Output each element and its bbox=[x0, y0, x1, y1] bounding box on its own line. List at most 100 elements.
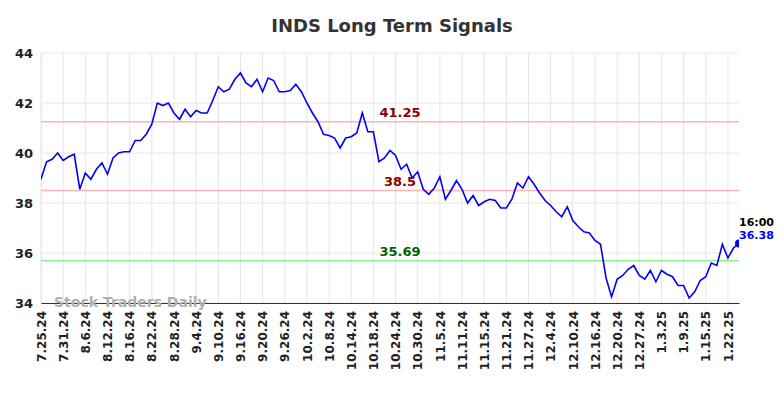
grid-line-x bbox=[705, 53, 706, 303]
x-tick: 7.31.24 bbox=[57, 303, 71, 362]
x-tick: 11.5.24 bbox=[434, 303, 448, 362]
x-tick: 9.26.24 bbox=[278, 303, 292, 362]
y-tick-label: 44 bbox=[15, 46, 33, 61]
y-axis: 34 36 38 40 42 44 bbox=[15, 46, 42, 311]
x-tick: 1.3.25 bbox=[655, 303, 669, 354]
x-tick: 11.11.24 bbox=[456, 303, 470, 370]
price-line bbox=[41, 73, 739, 298]
x-tick-label: 9.20.24 bbox=[256, 311, 270, 362]
reference-label: 35.69 bbox=[379, 244, 420, 259]
x-tick: 7.25.24 bbox=[35, 303, 49, 362]
x-tick-label: 7.31.24 bbox=[57, 311, 71, 362]
x-axis: 7.25.247.31.248.6.248.12.248.16.248.22.2… bbox=[35, 303, 740, 370]
y-tick: 42 bbox=[15, 96, 41, 111]
grid-line-x bbox=[85, 53, 86, 303]
x-tick: 8.6.24 bbox=[79, 303, 93, 354]
grid bbox=[41, 53, 739, 303]
grid-line-x bbox=[373, 53, 374, 303]
grid-line-x bbox=[129, 53, 130, 303]
title: INDS Long Term Signals bbox=[271, 15, 513, 36]
last-value-label: 36.38 bbox=[739, 229, 774, 242]
x-tick: 12.16.24 bbox=[589, 303, 603, 370]
y-tick-label: 34 bbox=[15, 296, 33, 311]
y-tick: 40 bbox=[15, 146, 41, 161]
x-tick: 10.14.24 bbox=[345, 303, 359, 370]
grid-line-x bbox=[107, 53, 108, 303]
x-tick: 10.2.24 bbox=[301, 303, 315, 362]
y-tick-label: 38 bbox=[15, 196, 33, 211]
last-time-label: 16:00 bbox=[739, 216, 774, 229]
x-tick-label: 10.24.24 bbox=[389, 311, 403, 370]
x-tick: 11.15.24 bbox=[478, 303, 492, 370]
x-tick-label: 9.16.24 bbox=[234, 311, 248, 362]
x-tick-label: 11.27.24 bbox=[522, 311, 536, 370]
grid-line-y bbox=[41, 103, 739, 104]
grid-line-x bbox=[462, 53, 463, 303]
x-tick: 9.16.24 bbox=[234, 303, 248, 362]
x-tick-label: 12.16.24 bbox=[589, 311, 603, 370]
x-tick-label: 9.4.24 bbox=[190, 311, 204, 354]
x-tick-label: 10.8.24 bbox=[323, 311, 337, 362]
x-tick: 12.4.24 bbox=[544, 303, 558, 362]
annotations: 41.25 38.5 35.69 16:0036.38 bbox=[379, 105, 774, 259]
x-tick: 12.27.24 bbox=[633, 303, 647, 370]
grid-line-x bbox=[639, 53, 640, 303]
reference-label: 38.5 bbox=[384, 174, 416, 189]
x-tick: 11.27.24 bbox=[522, 303, 536, 370]
x-tick-label: 9.10.24 bbox=[212, 311, 226, 362]
x-tick: 8.28.24 bbox=[168, 303, 182, 362]
grid-line-x bbox=[351, 53, 352, 303]
reference-line bbox=[41, 190, 739, 192]
x-tick-label: 12.27.24 bbox=[633, 311, 647, 370]
grid-line-x bbox=[329, 53, 330, 303]
x-tick-label: 11.21.24 bbox=[500, 311, 514, 370]
x-tick: 8.22.24 bbox=[145, 303, 159, 362]
x-tick: 9.4.24 bbox=[190, 303, 204, 354]
y-tick-label: 36 bbox=[15, 246, 33, 261]
y-tick: 34 bbox=[15, 296, 41, 311]
grid-line-x bbox=[63, 53, 64, 303]
x-tick: 10.18.24 bbox=[367, 303, 381, 370]
x-tick-label: 8.22.24 bbox=[145, 311, 159, 362]
x-tick-label: 10.30.24 bbox=[411, 311, 425, 370]
x-tick: 12.10.24 bbox=[567, 303, 581, 370]
x-tick-label: 12.10.24 bbox=[567, 311, 581, 370]
grid-line-x bbox=[550, 53, 551, 303]
grid-line-x bbox=[196, 53, 197, 303]
x-tick: 1.15.25 bbox=[699, 303, 713, 362]
x-tick: 12.20.24 bbox=[611, 303, 625, 370]
y-tick: 38 bbox=[15, 196, 41, 211]
x-tick-label: 10.2.24 bbox=[301, 311, 315, 362]
chart: INDS Long Term Signals 34 36 38 40 42 44 7.25.2… bbox=[0, 0, 784, 398]
x-tick-label: 10.18.24 bbox=[367, 311, 381, 370]
grid-line-x bbox=[617, 53, 618, 303]
y-tick-label: 40 bbox=[15, 146, 33, 161]
x-tick-label: 8.12.24 bbox=[101, 311, 115, 362]
x-tick-label: 11.5.24 bbox=[434, 311, 448, 362]
x-tick: 9.20.24 bbox=[256, 303, 270, 362]
grid-line-x bbox=[173, 53, 174, 303]
grid-line-x bbox=[417, 53, 418, 303]
x-tick: 1.22.25 bbox=[722, 303, 736, 362]
grid-line-x bbox=[240, 53, 241, 303]
x-tick: 11.21.24 bbox=[500, 303, 514, 370]
x-tick-label: 11.15.24 bbox=[478, 311, 492, 370]
x-tick-label: 9.26.24 bbox=[278, 311, 292, 362]
grid-line-x bbox=[484, 53, 485, 303]
grid-line-x bbox=[661, 53, 662, 303]
grid-line-x bbox=[284, 53, 285, 303]
grid-line-x bbox=[306, 53, 307, 303]
x-tick-label: 8.28.24 bbox=[168, 311, 182, 362]
plot-area bbox=[41, 73, 739, 298]
grid-line-x bbox=[151, 53, 152, 303]
watermark: Stock Traders Daily bbox=[54, 294, 207, 310]
grid-line-x bbox=[572, 53, 573, 303]
x-tick-label: 10.14.24 bbox=[345, 311, 359, 370]
grid-line-x bbox=[506, 53, 507, 303]
reference-label: 41.25 bbox=[379, 105, 420, 120]
x-tick-label: 8.6.24 bbox=[79, 311, 93, 354]
grid-line-y bbox=[41, 53, 739, 54]
y-tick-label: 42 bbox=[15, 96, 33, 111]
x-tick: 8.12.24 bbox=[101, 303, 115, 362]
grid-line-y bbox=[41, 203, 739, 204]
